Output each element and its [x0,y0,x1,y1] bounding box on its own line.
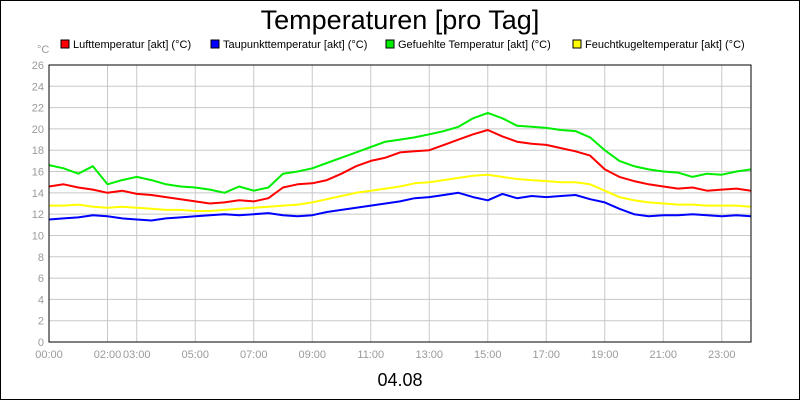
x-tick-label: 23:00 [708,349,736,361]
legend-label: Lufttemperatur [akt] (°C) [73,39,191,51]
legend-item-2: Gefuehlte Temperatur [akt] (°C) [385,39,551,51]
y-tick-label: 14 [32,188,44,200]
y-tick-label: 20 [32,124,44,136]
series-lines [48,111,752,222]
legend-swatch [210,39,220,49]
x-tick-label: 02:00 [94,349,122,361]
legend: Lufttemperatur [akt] (°C) Taupunkttempera… [60,39,745,51]
x-tick-label: 21:00 [649,349,677,361]
series-line-3 [49,173,752,212]
legend-item-3: Feuchtkugeltemperatur [akt] (°C) [572,39,745,51]
x-tick-label: 15:00 [474,349,502,361]
legend-label: Feuchtkugeltemperatur [akt] (°C) [585,39,745,51]
legend-item-0: Lufttemperatur [akt] (°C) [60,39,191,51]
y-tick-label: 2 [38,316,44,328]
x-tick-label: 13:00 [415,349,443,361]
y-tick-label: 4 [38,294,44,306]
y-tick-label: 12 [32,209,44,221]
y-tick-label: 26 [32,60,44,72]
y-tick-label: 0 [38,337,44,349]
x-tick-label: 09:00 [298,349,326,361]
legend-label: Gefuehlte Temperatur [akt] (°C) [398,39,551,51]
x-tick-label: 17:00 [532,349,560,361]
x-tick-label: 05:00 [181,349,209,361]
legend-label: Taupunkttemperatur [akt] (°C) [223,39,367,51]
y-tick-label: 8 [38,252,44,264]
y-tick-label: 24 [32,81,44,93]
x-tick-label: 03:00 [123,349,151,361]
y-axis-unit: °C [37,44,49,56]
x-tick-label: 07:00 [240,349,268,361]
y-tick-label: 10 [32,230,44,242]
series-line-1 [48,191,752,222]
x-tick-label: 00:00 [35,349,63,361]
x-axis-ticks: 00:00 02:00 03:00 05:00 07:00 09:00 11:00 13:00… [35,349,735,361]
y-tick-label: 6 [38,273,44,285]
plot-border [48,64,752,343]
x-tick-label: 11:00 [357,349,384,361]
legend-swatch [60,39,70,49]
legend-item-1: Taupunkttemperatur [akt] (°C) [210,39,367,51]
y-tick-label: 22 [32,103,44,115]
chart-title: Temperaturen [pro Tag] [261,5,540,35]
x-axis-date-label: 04.08 [377,370,422,390]
series-line-0 [48,129,752,205]
y-tick-label: 18 [32,145,44,157]
legend-swatch [572,39,582,49]
legend-swatch [385,39,395,49]
grid [48,64,751,343]
x-tick-label: 19:00 [591,349,619,361]
y-tick-label: 16 [32,167,44,179]
series-line-2 [48,111,752,194]
